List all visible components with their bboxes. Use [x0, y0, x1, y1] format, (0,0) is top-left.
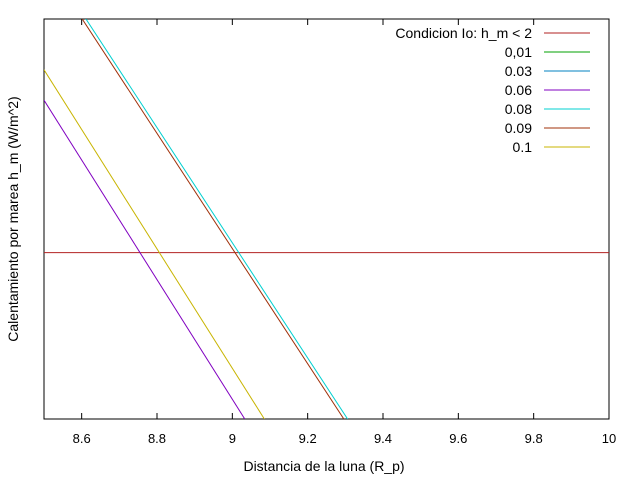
series-line-6 [44, 69, 265, 419]
x-tick-label: 8.6 [73, 431, 91, 446]
legend-label: 0.08 [505, 101, 532, 117]
series-line-4 [85, 19, 349, 419]
x-tick-label: 9.8 [525, 431, 543, 446]
legend-label: 0.06 [505, 82, 532, 98]
legend-label: 0,01 [505, 44, 532, 60]
x-tick-label: 9.4 [374, 431, 392, 446]
legend-label: 0.09 [505, 120, 532, 136]
series-lines [44, 19, 609, 419]
y-axis-title: Calentamiento por marea h_m (W/m^2) [5, 96, 21, 341]
legend-label: 0.1 [513, 139, 533, 155]
x-tick-label: 9.2 [299, 431, 317, 446]
x-axis-title: Distancia de la luna (R_p) [243, 458, 404, 474]
x-tick-label: 8.8 [148, 431, 166, 446]
legend-label: Condicion Io: h_m < 2 [395, 25, 532, 41]
x-tick-label: 10 [602, 431, 616, 446]
plot-frame [43, 18, 610, 420]
series-line-5 [81, 19, 345, 419]
series-line-3 [44, 99, 246, 419]
x-tick-label: 9 [229, 431, 236, 446]
legend-label: 0.03 [505, 63, 532, 79]
x-tick-label: 9.6 [449, 431, 467, 446]
legend: Condicion Io: h_m < 2 0,01 0.03 0.06 0.08 0.0… [395, 25, 590, 155]
x-axis-ticks: 8.6 8.8 9 9.2 9.4 9.6 9.8 10 [73, 19, 616, 446]
